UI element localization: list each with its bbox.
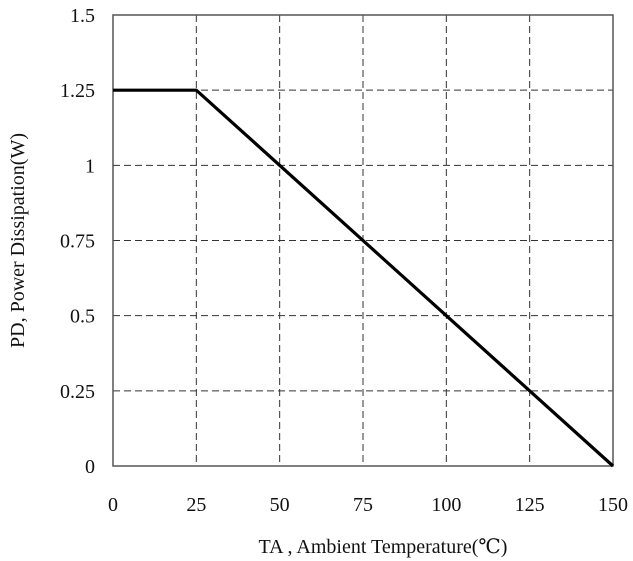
plot-frame bbox=[112, 14, 614, 467]
y-tick-label: 0.5 bbox=[70, 306, 95, 328]
x-tick-labels: 0 25 50 75 100 125 150 bbox=[108, 494, 628, 516]
y-tick-label: 0.75 bbox=[60, 231, 95, 253]
y-tick-label: 0 bbox=[85, 456, 95, 478]
x-tick-label: 50 bbox=[270, 494, 290, 516]
x-tick-label: 75 bbox=[353, 494, 373, 516]
y-tick-label: 1.5 bbox=[70, 5, 95, 27]
x-axis-title: TA , Ambient Temperature(℃) bbox=[259, 536, 508, 558]
x-tick-label: 150 bbox=[598, 494, 628, 516]
y-tick-labels: 0 0.25 0.5 0.75 1 1.25 1.5 bbox=[60, 5, 95, 478]
y-axis-title: PD, Power Dissipation(W) bbox=[7, 133, 29, 348]
x-tick-label: 25 bbox=[186, 494, 206, 516]
x-tick-label: 100 bbox=[431, 494, 461, 516]
y-tick-label: 0.25 bbox=[60, 381, 95, 403]
x-tick-label: 125 bbox=[515, 494, 545, 516]
y-tick-label: 1.25 bbox=[60, 80, 95, 102]
y-tick-label: 1 bbox=[85, 155, 95, 177]
series-layer bbox=[113, 88, 615, 468]
power-dissipation-line bbox=[113, 88, 615, 468]
x-tick-label: 0 bbox=[108, 494, 118, 516]
